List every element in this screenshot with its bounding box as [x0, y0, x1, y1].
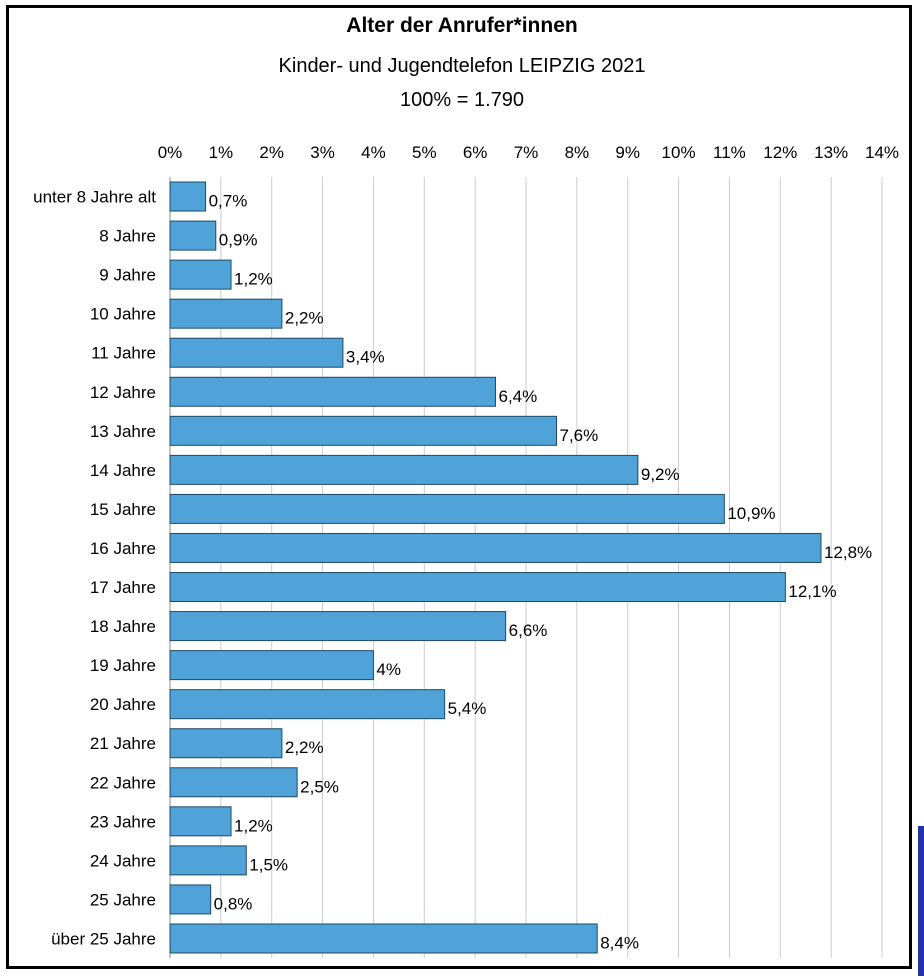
category-label: 16 Jahre — [90, 539, 156, 558]
bar — [169, 493, 725, 524]
x-tick-label: 2% — [259, 143, 284, 162]
category-label: 20 Jahre — [90, 695, 156, 714]
data-label: 7,6% — [560, 426, 599, 445]
category-label: 22 Jahre — [90, 773, 156, 792]
category-label: 17 Jahre — [90, 578, 156, 597]
bar — [169, 376, 496, 407]
chart-base-note: 100% = 1.790 — [400, 89, 524, 111]
data-label: 1,2% — [234, 270, 273, 289]
x-tick-label: 14% — [865, 143, 899, 162]
x-tick-label: 12% — [763, 143, 797, 162]
bar — [169, 259, 232, 290]
category-label: 11 Jahre — [91, 344, 156, 363]
data-label: 0,9% — [219, 231, 258, 250]
category-label: 21 Jahre — [90, 734, 156, 753]
x-tick-label: 5% — [412, 143, 437, 162]
x-tick-label: 0% — [158, 143, 183, 162]
category-label: unter 8 Jahre alt — [33, 188, 156, 207]
data-label: 12,1% — [788, 582, 836, 601]
bar — [169, 923, 598, 954]
category-label: 8 Jahre — [99, 227, 156, 246]
category-label: 25 Jahre — [90, 890, 156, 909]
data-label: 12,8% — [824, 543, 872, 562]
data-label: 3,4% — [346, 348, 385, 367]
data-label: 2,2% — [285, 738, 324, 757]
bar — [169, 572, 786, 603]
data-label: 8,4% — [600, 933, 639, 952]
data-label: 4% — [376, 660, 401, 679]
data-label: 0,8% — [214, 894, 253, 913]
data-label: 10,9% — [727, 504, 775, 523]
bar — [169, 532, 822, 563]
bar — [169, 650, 374, 681]
bar — [169, 181, 207, 212]
chart-frame — [6, 5, 912, 969]
x-tick-label: 7% — [514, 143, 539, 162]
bar — [169, 767, 298, 798]
category-label: 15 Jahre — [90, 500, 156, 519]
category-label: 13 Jahre — [90, 422, 156, 441]
x-tick-label: 6% — [463, 143, 488, 162]
edge-decoration — [918, 826, 924, 976]
category-label: 14 Jahre — [90, 461, 156, 480]
bar — [169, 728, 283, 759]
x-tick-label: 1% — [209, 143, 234, 162]
bar — [169, 337, 344, 368]
category-label: 24 Jahre — [90, 851, 156, 870]
data-label: 6,6% — [509, 621, 548, 640]
bar — [169, 298, 283, 329]
x-tick-label: 3% — [310, 143, 335, 162]
data-label: 2,2% — [285, 309, 324, 328]
data-label: 2,5% — [300, 777, 339, 796]
category-label: 9 Jahre — [99, 266, 156, 285]
bar — [169, 845, 247, 876]
x-tick-label: 8% — [565, 143, 590, 162]
data-label: 5,4% — [448, 699, 487, 718]
data-label: 9,2% — [641, 465, 680, 484]
category-label: 10 Jahre — [90, 305, 156, 324]
bar — [169, 689, 446, 720]
data-label: 6,4% — [498, 387, 537, 406]
x-tick-label: 13% — [814, 143, 848, 162]
category-label: 19 Jahre — [90, 656, 156, 675]
data-label: 1,5% — [249, 855, 288, 874]
category-label: 18 Jahre — [90, 617, 156, 636]
bar — [169, 220, 217, 251]
chart-subtitle: Kinder- und Jugendtelefon LEIPZIG 2021 — [278, 55, 646, 77]
category-label: über 25 Jahre — [51, 929, 156, 948]
x-tick-label: 11% — [713, 143, 746, 162]
bar — [169, 415, 558, 446]
x-tick-label: 9% — [615, 143, 640, 162]
data-label: 0,7% — [209, 192, 248, 211]
bar — [169, 611, 507, 642]
data-label: 1,2% — [234, 816, 273, 835]
chart-title: Alter der Anrufer*innen — [346, 14, 578, 37]
x-tick-label: 4% — [361, 143, 386, 162]
category-label: 23 Jahre — [90, 812, 156, 831]
bar — [169, 454, 639, 485]
bar — [169, 806, 232, 837]
bar — [169, 884, 212, 915]
x-tick-label: 10% — [662, 143, 696, 162]
category-label: 12 Jahre — [90, 383, 156, 402]
